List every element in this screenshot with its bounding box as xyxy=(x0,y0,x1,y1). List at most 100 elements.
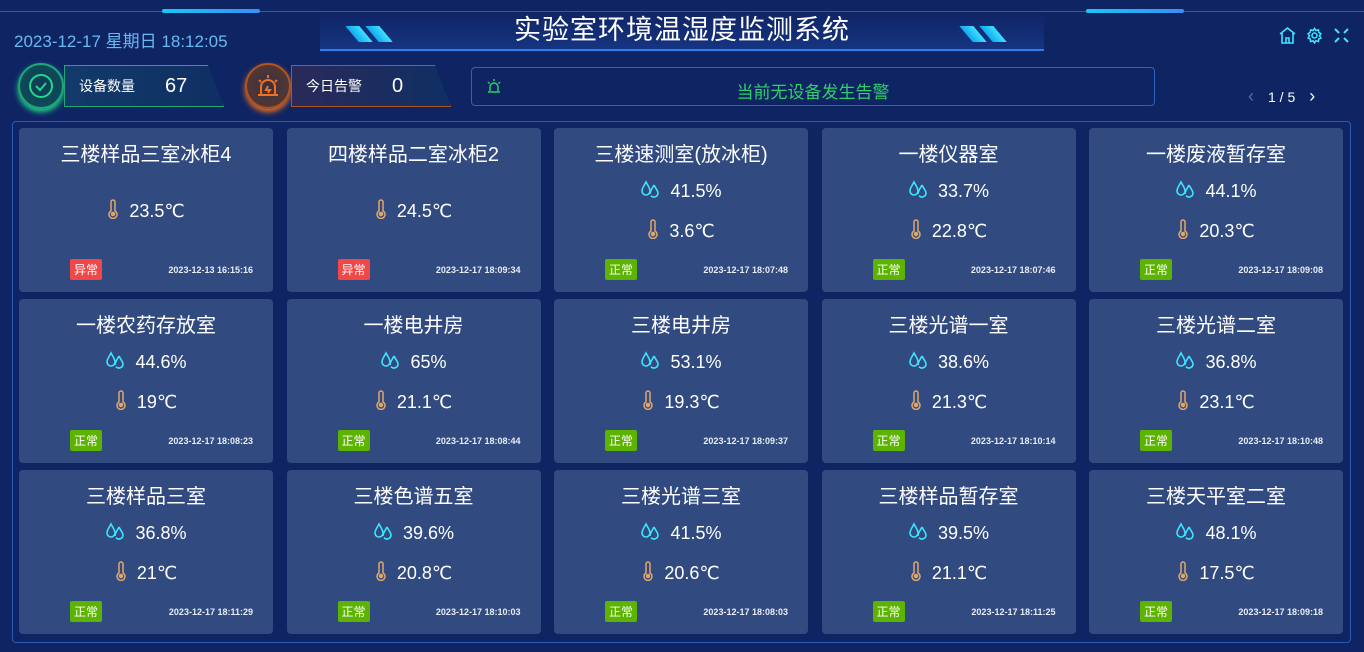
header-line xyxy=(0,11,1364,12)
device-card[interactable]: 三楼色谱五室 39.6% 20.8℃ 正常 2023-12-17 18:10:03 xyxy=(286,470,541,634)
status-badge: 正常 xyxy=(872,259,905,280)
device-card[interactable]: 三楼样品三室冰柜4 23.5℃ 异常 2023-12-13 16:15:16 xyxy=(19,128,273,292)
temperature-row: 24.5℃ xyxy=(375,198,452,224)
thermometer-icon xyxy=(1177,218,1189,244)
humidity-value: 48.1% xyxy=(1205,522,1257,543)
device-card[interactable]: 三楼光谱一室 38.6% 21.3℃ 正常 2023-12-17 18:10:14 xyxy=(821,299,1076,463)
temperature-value: 3.6℃ xyxy=(669,220,715,241)
thermometer-icon xyxy=(115,389,127,415)
device-card[interactable]: 四楼样品二室冰柜2 24.5℃ 异常 2023-12-17 18:09:34 xyxy=(286,128,541,292)
device-card[interactable]: 三楼天平室二室 48.1% 17.5℃ 正常 2023-12-17 18:09:1… xyxy=(1089,470,1343,634)
prev-page-button[interactable]: ‹ xyxy=(1248,86,1254,106)
temperature-row: 23.5℃ xyxy=(107,198,185,224)
temperature-row: 21.3℃ xyxy=(910,389,987,415)
update-time: 2023-12-17 18:09:37 xyxy=(703,435,788,446)
device-count-label: 设备数量 xyxy=(79,78,135,94)
device-card[interactable]: 三楼样品三室 36.8% 21℃ 正常 2023-12-17 18:11:29 xyxy=(19,470,273,634)
humidity-icon xyxy=(640,521,660,545)
update-time: 2023-12-17 18:10:14 xyxy=(970,435,1056,446)
device-name: 三楼样品三室 xyxy=(86,486,206,508)
update-time: 2023-12-17 18:11:25 xyxy=(971,606,1056,617)
temperature-value: 23.1℃ xyxy=(1199,391,1255,412)
thermometer-icon xyxy=(910,389,922,415)
status-badge: 正常 xyxy=(337,430,370,451)
device-name: 三楼样品暂存室 xyxy=(878,486,1019,508)
thermometer-icon xyxy=(115,560,127,586)
today-alarm-label: 今日告警 xyxy=(306,78,362,94)
humidity-row: 44.6% xyxy=(105,350,187,372)
home-icon[interactable] xyxy=(1278,26,1296,44)
pagination: ‹ 1 / 5 › xyxy=(1248,86,1315,107)
status-badge: 正常 xyxy=(605,259,638,280)
status-badge: 正常 xyxy=(1140,259,1173,280)
status-badge: 正常 xyxy=(872,430,905,451)
update-time: 2023-12-17 18:11:29 xyxy=(168,606,253,617)
humidity-row: 44.1% xyxy=(1175,179,1257,201)
humidity-value: 33.7% xyxy=(937,180,990,201)
humidity-icon xyxy=(640,179,660,203)
temperature-value: 21.1℃ xyxy=(396,391,453,412)
temperature-value: 23.5℃ xyxy=(129,200,185,221)
temperature-value: 21℃ xyxy=(136,562,178,583)
humidity-icon xyxy=(373,521,393,545)
device-card[interactable]: 一楼农药存放室 44.6% 19℃ 正常 2023-12-17 18:08:23 xyxy=(19,299,273,463)
status-badge: 异常 xyxy=(337,259,370,280)
thermometer-icon xyxy=(1177,389,1189,415)
thermometer-icon xyxy=(375,389,387,415)
temperature-row: 21℃ xyxy=(115,560,178,586)
datetime: 2023-12-17 星期日 18:12:05 xyxy=(14,32,228,51)
fullscreen-icon[interactable] xyxy=(1332,26,1350,44)
status-badge: 异常 xyxy=(70,259,103,280)
humidity-icon xyxy=(380,350,400,374)
device-card[interactable]: 三楼光谱三室 41.5% 20.6℃ 正常 2023-12-17 18:08:03 xyxy=(554,470,808,634)
check-cycle-icon xyxy=(18,63,64,109)
temperature-value: 20.8℃ xyxy=(396,562,453,583)
thermometer-icon xyxy=(107,198,119,224)
humidity-icon xyxy=(1175,350,1195,374)
temperature-value: 19℃ xyxy=(136,391,178,412)
thermometer-icon xyxy=(647,218,659,244)
gear-icon[interactable] xyxy=(1305,26,1323,44)
device-name: 三楼光谱二室 xyxy=(1156,315,1276,337)
status-badge: 正常 xyxy=(605,601,638,622)
thermometer-icon xyxy=(375,560,387,586)
device-card[interactable]: 三楼电井房 53.1% 19.3℃ 正常 2023-12-17 18:09:37 xyxy=(554,299,808,463)
humidity-value: 36.8% xyxy=(1205,351,1257,372)
device-name: 三楼天平室二室 xyxy=(1146,486,1286,508)
device-name: 三楼样品三室冰柜4 xyxy=(60,144,232,166)
alert-banner: 当前无设备发生告警 xyxy=(471,67,1155,106)
temperature-row: 19℃ xyxy=(115,389,178,415)
humidity-value: 38.6% xyxy=(937,351,990,372)
update-time: 2023-12-17 18:07:46 xyxy=(970,264,1056,275)
update-time: 2023-12-13 16:15:16 xyxy=(168,264,253,275)
device-card[interactable]: 一楼废液暂存室 44.1% 20.3℃ 正常 2023-12-17 18:09:0… xyxy=(1089,128,1343,292)
device-name: 三楼色谱五室 xyxy=(353,486,474,508)
humidity-icon xyxy=(908,521,928,545)
status-badge: 正常 xyxy=(337,601,370,622)
humidity-row: 38.6% xyxy=(908,350,990,372)
header-glow xyxy=(1086,9,1184,13)
temperature-row: 3.6℃ xyxy=(647,218,715,244)
thermometer-icon xyxy=(375,198,387,224)
device-panel xyxy=(12,121,1351,643)
temperature-value: 17.5℃ xyxy=(1199,562,1255,583)
humidity-value: 39.6% xyxy=(402,522,455,543)
temperature-row: 20.3℃ xyxy=(1177,218,1255,244)
device-card[interactable]: 三楼样品暂存室 39.5% 21.1℃ 正常 2023-12-17 18:11:2… xyxy=(821,470,1076,634)
humidity-value: 41.5% xyxy=(670,180,722,201)
temperature-value: 20.6℃ xyxy=(664,562,720,583)
update-time: 2023-12-17 18:08:44 xyxy=(435,435,521,446)
device-name: 三楼光谱一室 xyxy=(888,315,1009,337)
today-alarm-value: 0 xyxy=(392,74,404,97)
device-card[interactable]: 一楼电井房 65% 21.1℃ 正常 2023-12-17 18:08:44 xyxy=(286,299,541,463)
device-name: 一楼电井房 xyxy=(363,315,464,337)
temperature-row: 20.6℃ xyxy=(642,560,720,583)
humidity-row: 48.1% xyxy=(1175,521,1257,543)
alarm-light-icon xyxy=(486,78,502,99)
title-frame xyxy=(320,11,1044,51)
device-card[interactable]: 三楼速测室(放冰柜) 41.5% 3.6℃ 正常 2023-12-17 18:07… xyxy=(554,128,808,292)
temperature-value: 22.8℃ xyxy=(931,220,988,241)
device-card[interactable]: 一楼仪器室 33.7% 22.8℃ 正常 2023-12-17 18:07:46 xyxy=(821,128,1076,292)
next-page-button[interactable]: › xyxy=(1309,86,1316,106)
device-card[interactable]: 三楼光谱二室 36.8% 23.1℃ 正常 2023-12-17 18:10:48 xyxy=(1089,299,1343,463)
